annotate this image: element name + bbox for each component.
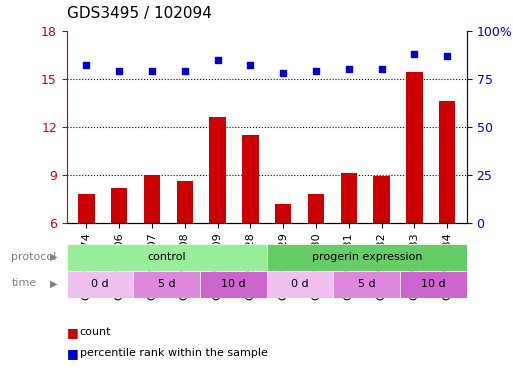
Bar: [267, 271, 333, 298]
Text: protocol: protocol: [11, 252, 56, 262]
Bar: [78, 194, 94, 319]
Text: ▶: ▶: [50, 252, 57, 262]
Text: percentile rank within the sample: percentile rank within the sample: [80, 348, 267, 358]
Text: ■: ■: [67, 326, 78, 339]
Point: [345, 66, 353, 72]
Point: [115, 68, 123, 74]
Text: 5 d: 5 d: [358, 279, 376, 289]
Bar: [176, 181, 193, 319]
Bar: [439, 101, 456, 319]
Text: 0 d: 0 d: [291, 279, 309, 289]
Bar: [275, 204, 291, 319]
Point: [443, 53, 451, 59]
Bar: [111, 187, 127, 319]
Point: [148, 68, 156, 74]
Bar: [333, 271, 400, 298]
Text: time: time: [11, 278, 36, 288]
Point: [181, 68, 189, 74]
Text: count: count: [80, 327, 111, 337]
Text: 5 d: 5 d: [158, 279, 175, 289]
Text: progerin expression: progerin expression: [311, 252, 422, 262]
Text: 0 d: 0 d: [91, 279, 109, 289]
Bar: [267, 244, 467, 271]
Point: [82, 62, 90, 68]
Bar: [242, 135, 259, 319]
Point: [312, 68, 320, 74]
Point: [378, 66, 386, 72]
Point: [246, 62, 254, 68]
Text: 10 d: 10 d: [421, 279, 446, 289]
Point: [213, 56, 222, 63]
Bar: [67, 244, 267, 271]
Bar: [133, 271, 200, 298]
Text: ▶: ▶: [50, 278, 57, 288]
Bar: [373, 176, 390, 319]
Text: ■: ■: [67, 347, 78, 360]
Bar: [200, 271, 267, 298]
Bar: [209, 117, 226, 319]
Point: [279, 70, 287, 76]
Bar: [400, 271, 467, 298]
Point: [410, 51, 419, 57]
Bar: [67, 271, 133, 298]
Bar: [406, 72, 423, 319]
Text: control: control: [147, 252, 186, 262]
Text: 10 d: 10 d: [221, 279, 246, 289]
Text: GDS3495 / 102094: GDS3495 / 102094: [67, 6, 211, 21]
Bar: [144, 175, 160, 319]
Bar: [341, 173, 357, 319]
Bar: [308, 194, 324, 319]
